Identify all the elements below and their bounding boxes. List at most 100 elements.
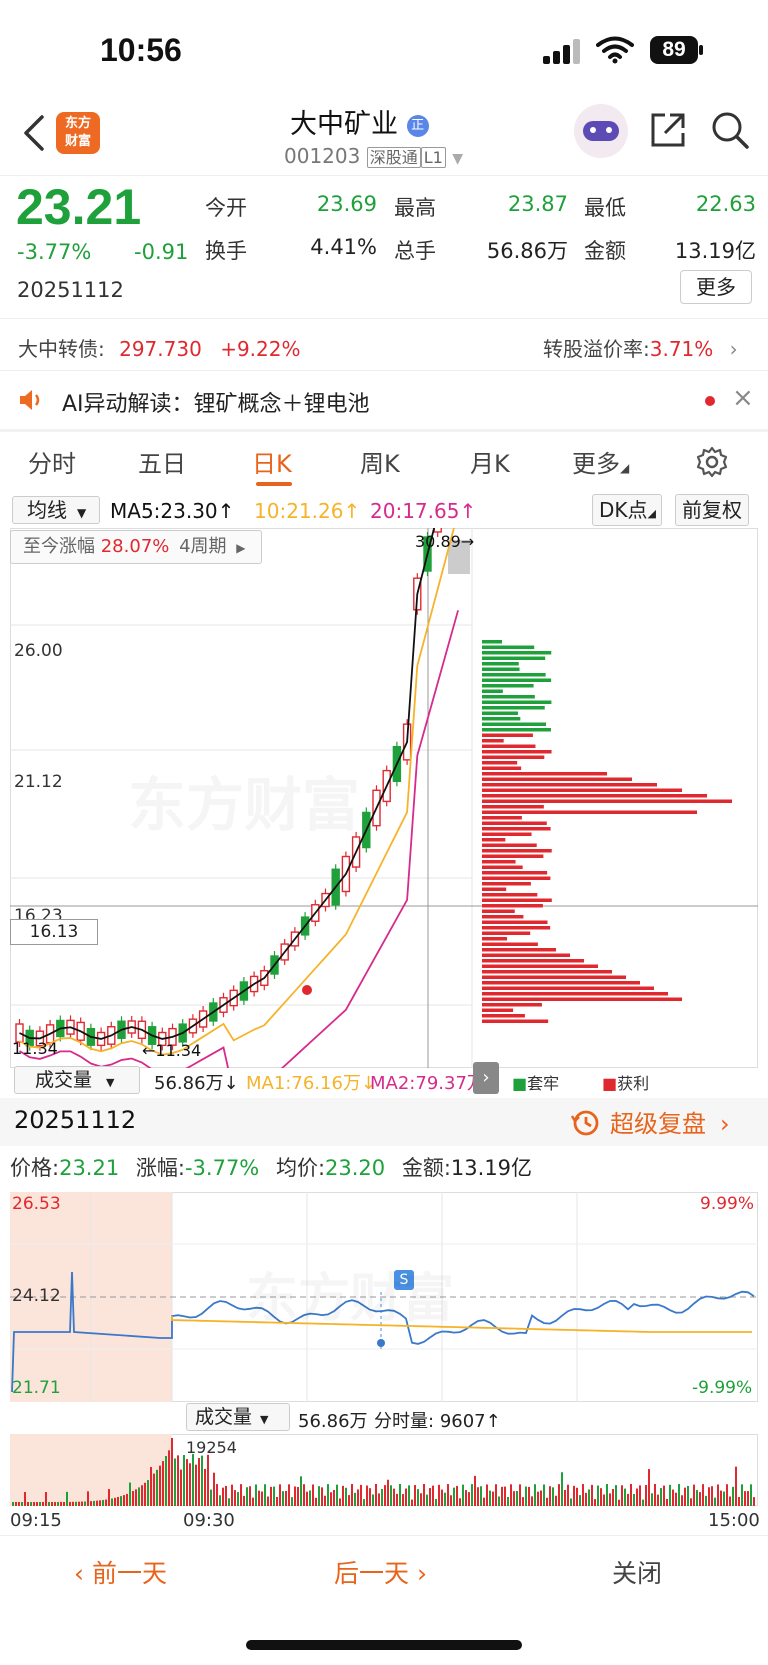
volume-bar — [594, 1499, 596, 1506]
intraday-volume-total: 56.86万 — [298, 1411, 368, 1432]
volume-bar — [240, 1484, 242, 1506]
settings-gear-icon[interactable] — [696, 446, 728, 478]
volume-bar — [357, 1489, 359, 1506]
active-tab-indicator — [256, 482, 292, 486]
prev-day-button[interactable]: ‹ 前一天 — [74, 1554, 167, 1590]
status-bar: 10:56 89 — [0, 0, 768, 100]
tab-more[interactable]: 更多◢ — [572, 444, 629, 479]
volume-bar — [189, 1463, 191, 1506]
volume-bar — [258, 1490, 260, 1506]
high-label: 最高 — [394, 196, 436, 220]
volume-bar — [567, 1484, 569, 1506]
tab-intraday[interactable]: 分时 — [28, 450, 76, 478]
close-icon[interactable]: × — [732, 383, 754, 413]
chip-bar — [482, 678, 552, 682]
volume-bar — [474, 1475, 476, 1506]
volume-bar — [312, 1484, 314, 1506]
volume-bar — [186, 1459, 188, 1506]
chip-bar — [482, 755, 545, 759]
share-icon[interactable] — [648, 110, 688, 150]
volume-bar — [654, 1484, 656, 1506]
volume-bar — [273, 1486, 275, 1506]
volume-bar — [246, 1487, 248, 1506]
volume-bar — [456, 1485, 458, 1506]
volume-bar — [399, 1484, 401, 1506]
ai-insight-row[interactable]: AI异动解读：锂矿概念＋锂电池 × — [0, 371, 768, 429]
chip-bar — [482, 959, 584, 963]
chip-bar — [482, 761, 518, 765]
intraday-pct-top: 9.99% — [700, 1194, 755, 1214]
since-gain-value: 28.07% — [100, 536, 170, 557]
signal-dot — [302, 985, 312, 995]
volume-bar — [570, 1498, 572, 1506]
dk-point-toggle[interactable]: DK点◢ — [592, 494, 662, 526]
volume-bar — [27, 1501, 29, 1506]
intraday-volume-select[interactable]: 成交量 ▼ — [186, 1403, 290, 1431]
tab-daily-k[interactable]: 日K — [252, 450, 292, 478]
high-value: 23.87 — [507, 192, 568, 216]
volume-bar — [120, 1496, 122, 1506]
bottom-nav: ‹ 前一天 后一天 › 关闭 — [0, 1535, 768, 1605]
volume-ma1: MA1:76.16万↓ — [246, 1073, 376, 1094]
volume-bar — [195, 1464, 197, 1506]
chevron-right-icon: › — [720, 1110, 730, 1138]
more-button[interactable]: 更多 — [680, 270, 752, 304]
robot-avatar-icon[interactable] — [574, 104, 628, 158]
volume-bar — [732, 1486, 734, 1506]
volume-bar — [18, 1502, 20, 1506]
volume-bar — [321, 1487, 323, 1506]
volume-bar — [711, 1486, 713, 1506]
chip-bar — [482, 832, 532, 836]
chip-bar — [482, 909, 515, 913]
volume-bar — [96, 1500, 98, 1506]
volume-bar — [165, 1455, 167, 1506]
volume-bar — [231, 1484, 233, 1506]
volume-bar — [183, 1455, 185, 1506]
low-label: 最低 — [584, 196, 626, 220]
search-icon[interactable] — [710, 110, 750, 150]
turnover-value: 4.41% — [310, 235, 377, 259]
tab-five-day[interactable]: 五日 — [138, 450, 186, 478]
chip-bar — [482, 722, 546, 726]
since-gain-label: 至今涨幅 — [23, 536, 95, 557]
volume-bar — [141, 1485, 143, 1506]
tab-weekly-k[interactable]: 周K — [360, 450, 400, 478]
tab-monthly-k[interactable]: 月K — [470, 450, 510, 478]
chevron-right-icon: › — [409, 1559, 427, 1588]
volume-bar — [672, 1489, 674, 1506]
volume-bar — [681, 1495, 683, 1506]
chip-bar — [482, 794, 707, 798]
premium-row[interactable]: 转股溢价率:3.71% › — [543, 333, 738, 362]
volume-bar — [264, 1484, 266, 1506]
convertible-bond-row[interactable]: 大中转债: 297.730 +9.22% — [18, 333, 300, 362]
chevron-left-icon[interactable] — [22, 114, 46, 152]
volume-bar — [237, 1492, 239, 1506]
caret-down-icon: ▼ — [452, 151, 463, 167]
close-button[interactable]: 关闭 — [612, 1559, 663, 1588]
chip-bar — [482, 711, 518, 715]
ma-select[interactable]: 均线 ▼ — [12, 496, 100, 524]
since-gain-box[interactable]: 至今涨幅 28.07% 4周期 ▶ — [10, 530, 262, 564]
adjust-toggle[interactable]: 前复权 — [675, 494, 749, 526]
avg-price-line — [171, 1316, 752, 1333]
next-day-button[interactable]: 后一天 › — [334, 1554, 427, 1590]
volume-bar — [462, 1484, 464, 1506]
volume-bar — [279, 1484, 281, 1506]
sell-marker-icon[interactable]: S — [394, 1270, 414, 1290]
stock-code-row[interactable]: 001203 深股通 L1 ▼ — [284, 144, 463, 168]
connect-tag: 深股通 — [366, 147, 421, 168]
super-replay-link[interactable]: 超级复盘 › — [570, 1104, 730, 1139]
kline-chart[interactable]: 至今涨幅 28.07% 4周期 ▶ 26.00 21.12 16.23 16.1… — [10, 412, 758, 1095]
price-axis-label: 26.00 — [14, 641, 63, 661]
volume-bar — [753, 1497, 755, 1506]
volume-select[interactable]: 成交量 ▼ — [14, 1066, 140, 1094]
volume-bar — [291, 1497, 293, 1506]
crosshair-price-label: 16.13 — [10, 919, 98, 945]
volume-bar — [126, 1493, 128, 1506]
volume-bar — [471, 1484, 473, 1506]
volume-bar — [729, 1496, 731, 1506]
volume-bar — [480, 1486, 482, 1506]
chevron-right-icon[interactable]: › — [473, 1062, 499, 1094]
volume-bar — [735, 1466, 737, 1506]
